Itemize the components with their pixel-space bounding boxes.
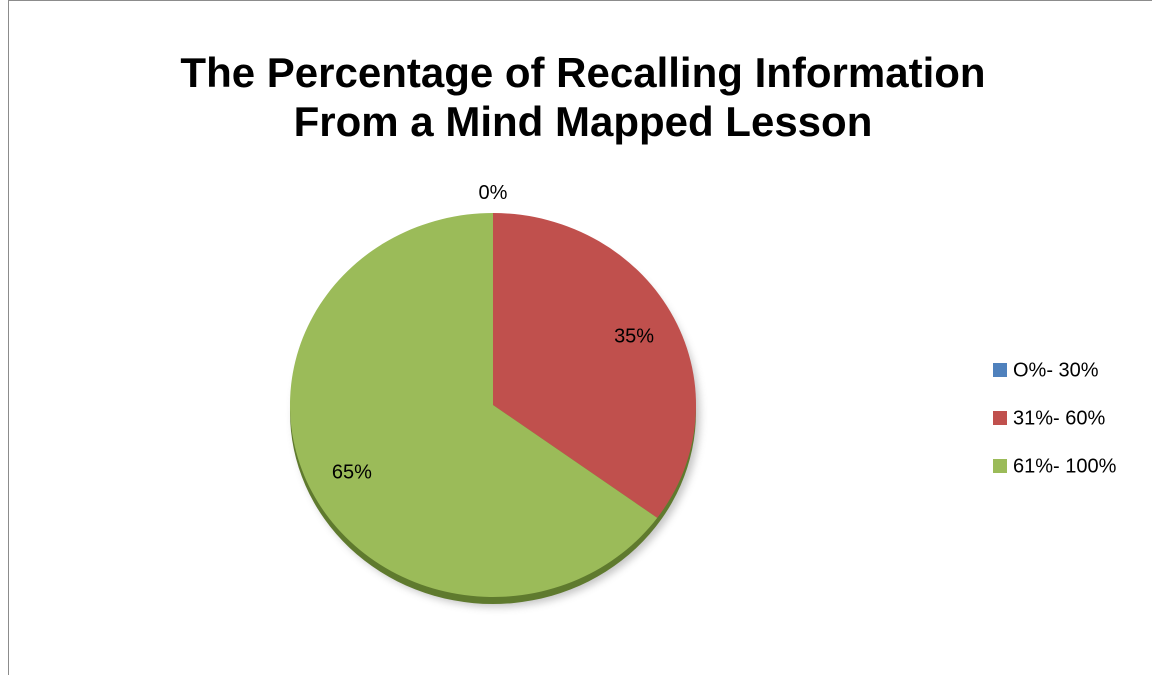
legend-swatch [993, 459, 1007, 473]
pie-slice [290, 213, 658, 597]
legend-label: O%- 30% [1013, 359, 1099, 381]
pie-slice [493, 213, 696, 518]
chart-title: From a Mind Mapped Lesson [294, 98, 873, 145]
chart-title: The Percentage of Recalling Information [180, 49, 985, 96]
legend-swatch [993, 411, 1007, 425]
data-label: 0% [479, 182, 508, 204]
legend-label: 61%- 100% [1013, 455, 1117, 477]
data-label: 65% [332, 461, 372, 483]
data-label: 35% [614, 325, 654, 347]
legend-label: 31%- 60% [1013, 407, 1105, 429]
legend-swatch [993, 363, 1007, 377]
